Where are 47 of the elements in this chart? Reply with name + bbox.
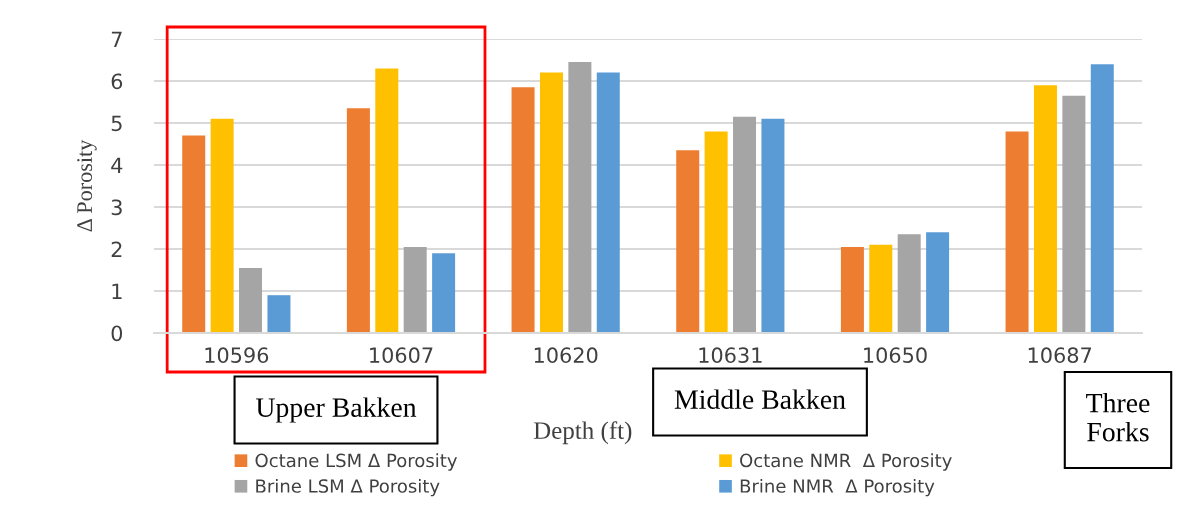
bar <box>596 72 620 333</box>
legend-label: Brine NMR Δ Porosity <box>740 478 935 497</box>
legend-label: Octane NMR Δ Porosity <box>740 453 952 471</box>
bar <box>869 244 893 333</box>
y-tick-label: 6 <box>111 73 123 90</box>
y-axis-title: Δ Porosity <box>77 139 97 232</box>
bar <box>1090 64 1114 333</box>
bar <box>511 87 535 333</box>
bar <box>239 267 263 333</box>
bar <box>704 131 728 333</box>
bar <box>1033 85 1057 333</box>
text: Upper Bakken <box>255 397 417 423</box>
bar <box>375 68 399 333</box>
bar <box>761 118 785 333</box>
bar <box>432 253 456 333</box>
bar <box>267 295 291 333</box>
x-tick-label: 10607 <box>370 347 433 364</box>
y-tick-label: 1 <box>112 283 122 299</box>
bar <box>926 232 950 333</box>
y-tick-label: 4 <box>111 157 123 173</box>
bar <box>539 72 563 333</box>
y-tick-label: 3 <box>111 199 122 216</box>
bar <box>1062 95 1086 333</box>
bar <box>840 246 864 333</box>
x-tick-label: 10687 <box>1028 347 1092 364</box>
x-tick-label: 10596 <box>205 347 269 364</box>
y-tick-label: 2 <box>111 241 122 257</box>
y-tick-label: 7 <box>111 31 122 47</box>
y-tick-label: 5 <box>111 115 122 132</box>
text: Middle Bakken <box>674 389 846 409</box>
bar <box>733 116 757 333</box>
legend-label: Octane LSM Δ Porosity <box>255 453 457 471</box>
bar <box>403 246 427 333</box>
x-tick-label: 10620 <box>534 347 598 364</box>
bar <box>568 62 592 333</box>
bar <box>210 118 234 333</box>
bar <box>676 150 700 333</box>
bar <box>1005 131 1029 333</box>
legend-label: Brine LSM Δ Porosity <box>256 478 440 497</box>
bar <box>897 234 921 333</box>
bar <box>346 108 370 333</box>
x-axis-title: Depth (ft) <box>533 421 632 445</box>
x-tick-label: 10631 <box>699 347 762 364</box>
y-tick-label: 0 <box>111 325 123 342</box>
x-tick-label: 10650 <box>864 347 927 364</box>
bar <box>182 135 206 333</box>
text: Three Forks <box>1086 392 1150 442</box>
